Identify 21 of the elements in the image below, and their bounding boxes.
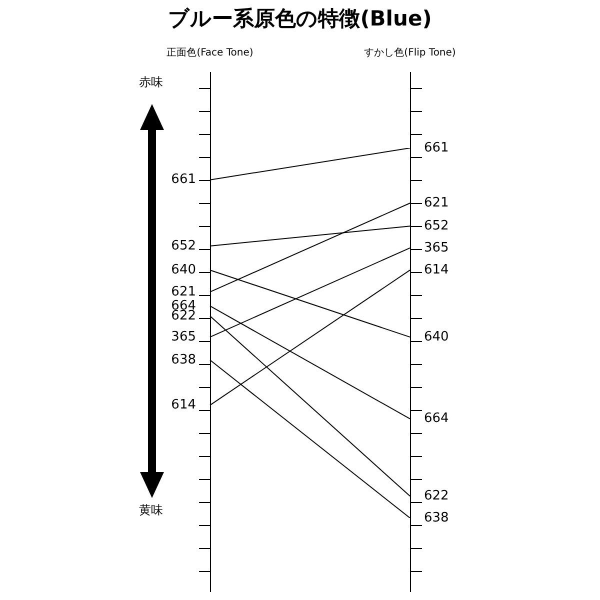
legend-label: 652 bbox=[171, 238, 196, 254]
legend-label: 614 bbox=[171, 398, 196, 413]
text: 640 bbox=[424, 329, 449, 344]
text: 661 bbox=[424, 140, 449, 156]
text: 638 bbox=[424, 510, 449, 526]
text: 365 bbox=[424, 240, 449, 256]
legend-label: 640 bbox=[171, 262, 196, 278]
x-tick-label: 正面色(Face Tone) bbox=[166, 46, 254, 59]
text: 652 bbox=[424, 218, 449, 234]
legend-label: 621 bbox=[171, 284, 196, 300]
annotation: 黄味 bbox=[139, 503, 163, 518]
text: 614 bbox=[424, 262, 449, 278]
text: 621 bbox=[424, 196, 449, 211]
legend-label: 622 bbox=[424, 488, 449, 504]
x-tick-label: すかし色(Flip Tone) bbox=[364, 46, 456, 59]
text: 赤味 bbox=[139, 75, 163, 90]
legend-label: 661 bbox=[171, 172, 196, 188]
legend-label: 365 bbox=[171, 329, 196, 344]
chart-title: ブルー系原色の特徴(Blue) bbox=[168, 6, 432, 30]
legend-label: 638 bbox=[171, 352, 196, 368]
text: 664 bbox=[424, 411, 449, 426]
